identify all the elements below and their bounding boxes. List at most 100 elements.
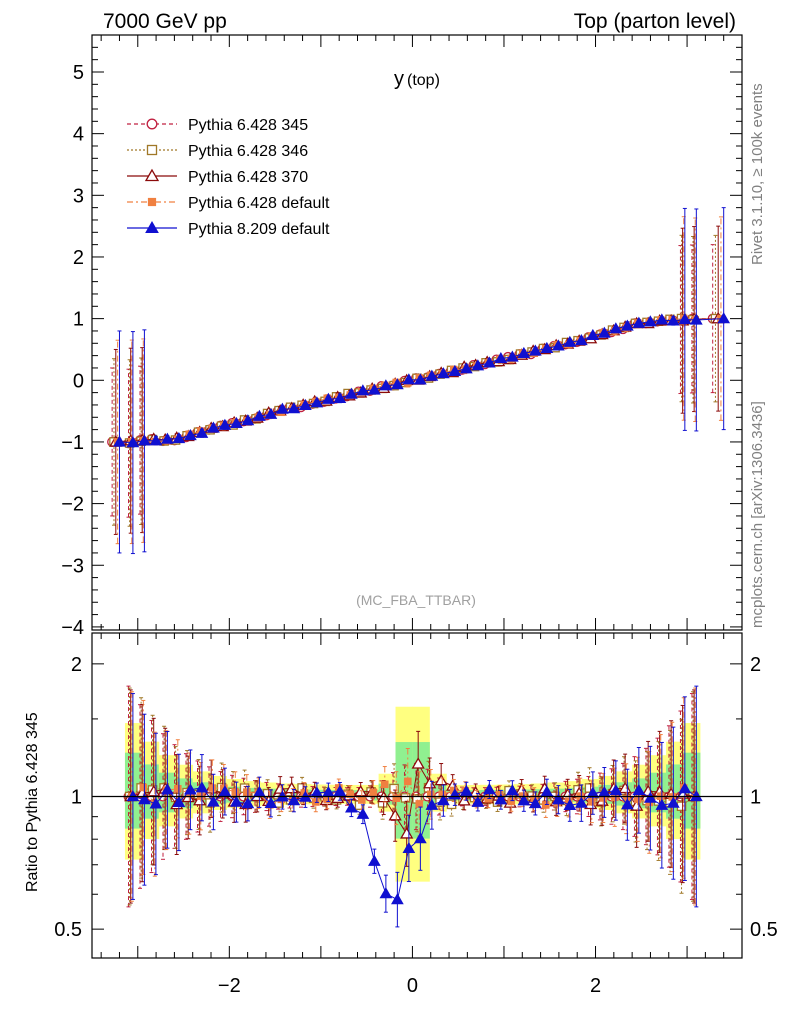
marker (574, 796, 588, 808)
marker (322, 392, 335, 404)
legend: Pythia 6.428 345 Pythia 6.428 346 Pythia 6… (127, 117, 330, 238)
marker (126, 789, 140, 802)
series-pythia-8-209-default (113, 207, 731, 555)
marker (285, 781, 299, 794)
rivet-version-text: Rivet 3.1.10, ≥ 100k events (749, 83, 766, 265)
marker (434, 773, 448, 786)
marker (287, 402, 301, 414)
marker (241, 797, 255, 809)
marker (146, 144, 158, 156)
marker (356, 384, 370, 396)
y-tick-label: 3 (73, 185, 84, 207)
marker (369, 788, 378, 797)
marker (357, 796, 366, 804)
ratio-plot-panel: −2 0 2 0.5 0.5 1 1 2 2 (54, 632, 778, 997)
marker (448, 364, 462, 376)
marker (402, 841, 416, 854)
marker (507, 797, 516, 806)
legend-label: Pythia 6.428 370 (188, 169, 308, 186)
marker (505, 350, 519, 362)
marker (208, 784, 217, 792)
marker (587, 797, 596, 806)
ratio-y-tick-label-right: 2 (750, 654, 761, 676)
marker (678, 312, 692, 325)
marker (551, 793, 565, 805)
marker (655, 798, 669, 810)
ratio-y-tick-label: 1 (71, 786, 82, 808)
legend-entry: Pythia 6.428 default (127, 195, 330, 212)
marker (230, 416, 243, 429)
marker (147, 197, 157, 207)
marker (630, 799, 644, 811)
marker (574, 333, 588, 346)
marker (184, 428, 197, 441)
marker (618, 781, 632, 794)
ratio-y-axis-label: Ratio to Pythia 6.428 345 (24, 712, 41, 892)
legend-entry: Pythia 8.209 default (127, 220, 330, 238)
marker (345, 801, 358, 813)
marker (299, 398, 312, 411)
marker (391, 893, 404, 905)
marker (138, 434, 151, 446)
marker (380, 780, 389, 789)
marker (411, 757, 425, 769)
marker (655, 313, 669, 325)
marker (425, 798, 439, 810)
marker (147, 784, 161, 797)
marker (620, 798, 634, 810)
legend-label: Pythia 6.428 346 (188, 143, 308, 160)
marker (333, 784, 347, 796)
marker (207, 421, 220, 433)
marker (113, 435, 126, 447)
marker (218, 785, 232, 797)
y-tick-label: −2 (61, 494, 84, 516)
marker (149, 434, 163, 446)
marker (632, 783, 646, 795)
x-tick-label: −2 (218, 975, 241, 997)
marker (597, 326, 611, 338)
marker (717, 312, 731, 324)
legend-entry: Pythia 6.428 346 (127, 143, 308, 160)
legend-entry: Pythia 6.428 345 (127, 117, 308, 134)
marker (253, 409, 266, 421)
marker (666, 314, 680, 326)
ratio-series-pythia-6-428-default (128, 687, 700, 906)
marker (172, 795, 186, 808)
ratio-y-tick-label-right: 0.5 (750, 919, 778, 941)
marker (389, 783, 399, 794)
marker (172, 432, 186, 444)
mcplots-reference-text: mcplots.cern.ch [arXiv:1306.3436] (749, 401, 766, 628)
marker (146, 118, 158, 130)
marker (149, 797, 163, 809)
y-tick-label: −4 (61, 617, 84, 639)
ratio-series-pythia-8-209-default (126, 685, 703, 928)
ratio-y-tick-label: 0.5 (54, 919, 82, 941)
marker (287, 794, 301, 806)
y-tick-label: 4 (73, 124, 84, 146)
marker (241, 414, 255, 426)
marker (264, 796, 278, 809)
plot-title: y (394, 68, 404, 90)
marker (126, 436, 140, 448)
marker (494, 793, 508, 805)
header-left-text: 7000 GeV pp (103, 10, 227, 33)
marker (333, 391, 347, 404)
main-plot-panel: −4 −3 −2 −1 0 1 2 3 4 5 (61, 34, 743, 639)
marker (403, 777, 412, 786)
marker (689, 313, 703, 325)
marker (620, 319, 634, 331)
marker (391, 378, 404, 390)
marker (242, 788, 251, 796)
marker (563, 798, 577, 811)
marker (195, 426, 209, 438)
plot-title-sub: (top) (407, 72, 440, 89)
marker (356, 807, 370, 819)
ratio-frame (91, 632, 743, 959)
marker (388, 808, 402, 821)
marker (551, 339, 565, 351)
marker (207, 795, 220, 807)
marker (471, 795, 485, 807)
marker (505, 784, 519, 796)
legend-label: Pythia 8.209 default (188, 221, 330, 238)
marker (414, 373, 427, 385)
